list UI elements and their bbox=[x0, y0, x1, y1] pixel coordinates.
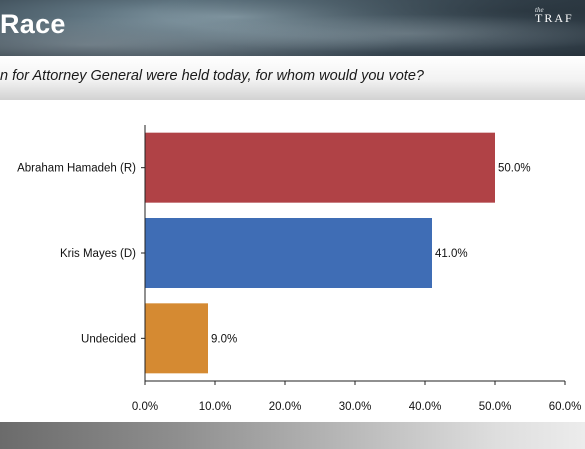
x-tick-label: 0.0% bbox=[132, 401, 158, 413]
title-banner: Race the TRAF bbox=[0, 0, 585, 56]
category-label: Kris Mayes (D) bbox=[60, 248, 136, 260]
category-label: Undecided bbox=[81, 333, 136, 345]
brand-logo: the TRAF bbox=[535, 6, 585, 30]
question-band: n for Attorney General were held today, … bbox=[0, 56, 585, 100]
x-tick-label: 20.0% bbox=[269, 401, 302, 413]
survey-question: n for Attorney General were held today, … bbox=[0, 68, 424, 84]
data-label: 50.0% bbox=[498, 163, 531, 175]
logo-main-text: TRAF bbox=[535, 11, 574, 25]
category-label: Abraham Hamadeh (R) bbox=[17, 163, 136, 175]
x-tick-label: 40.0% bbox=[409, 401, 442, 413]
data-label: 9.0% bbox=[211, 333, 237, 345]
bar bbox=[145, 303, 208, 374]
bar bbox=[145, 132, 495, 203]
x-tick-label: 60.0% bbox=[549, 401, 582, 413]
footer-band bbox=[0, 422, 585, 449]
x-tick-label: 50.0% bbox=[479, 401, 512, 413]
data-label: 41.0% bbox=[435, 248, 468, 260]
slide-title: Race bbox=[0, 9, 66, 39]
logo-small-text: the bbox=[535, 6, 544, 14]
x-tick-label: 30.0% bbox=[339, 401, 372, 413]
x-tick-label: 10.0% bbox=[199, 401, 232, 413]
bar bbox=[145, 218, 432, 288]
